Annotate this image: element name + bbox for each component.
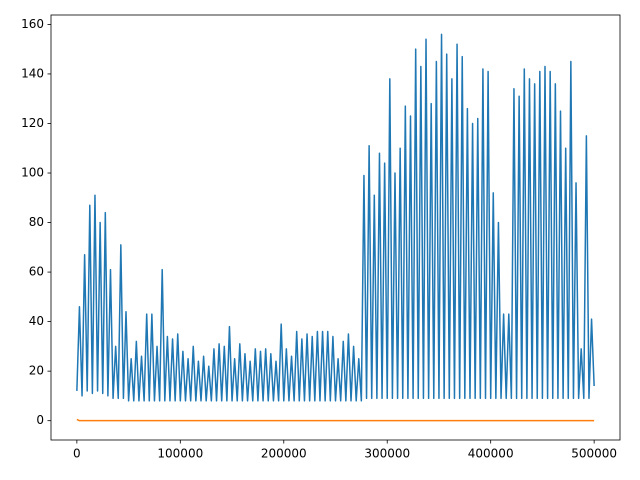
x-tick-label: 100000 [157,447,203,461]
y-tick-label: 140 [21,66,44,80]
x-tick-label: 200000 [261,447,307,461]
data-line [76,33,595,402]
x-tick-label: 400000 [468,447,514,461]
y-tick-label: 0 [36,413,44,427]
plot-frame [50,14,621,441]
x-tick-label: 300000 [364,447,410,461]
y-tick-label: 20 [29,364,44,378]
x-tick-label: 0 [73,447,81,461]
y-tick-label: 60 [29,265,44,279]
y-tick-label: 40 [29,314,44,328]
y-tick-label: 120 [21,116,44,130]
x-tick-label: 500000 [571,447,617,461]
y-tick-label: 100 [21,166,44,180]
y-tick-label: 80 [29,215,44,229]
y-tick-label: 160 [21,17,44,31]
data-line [76,418,595,422]
